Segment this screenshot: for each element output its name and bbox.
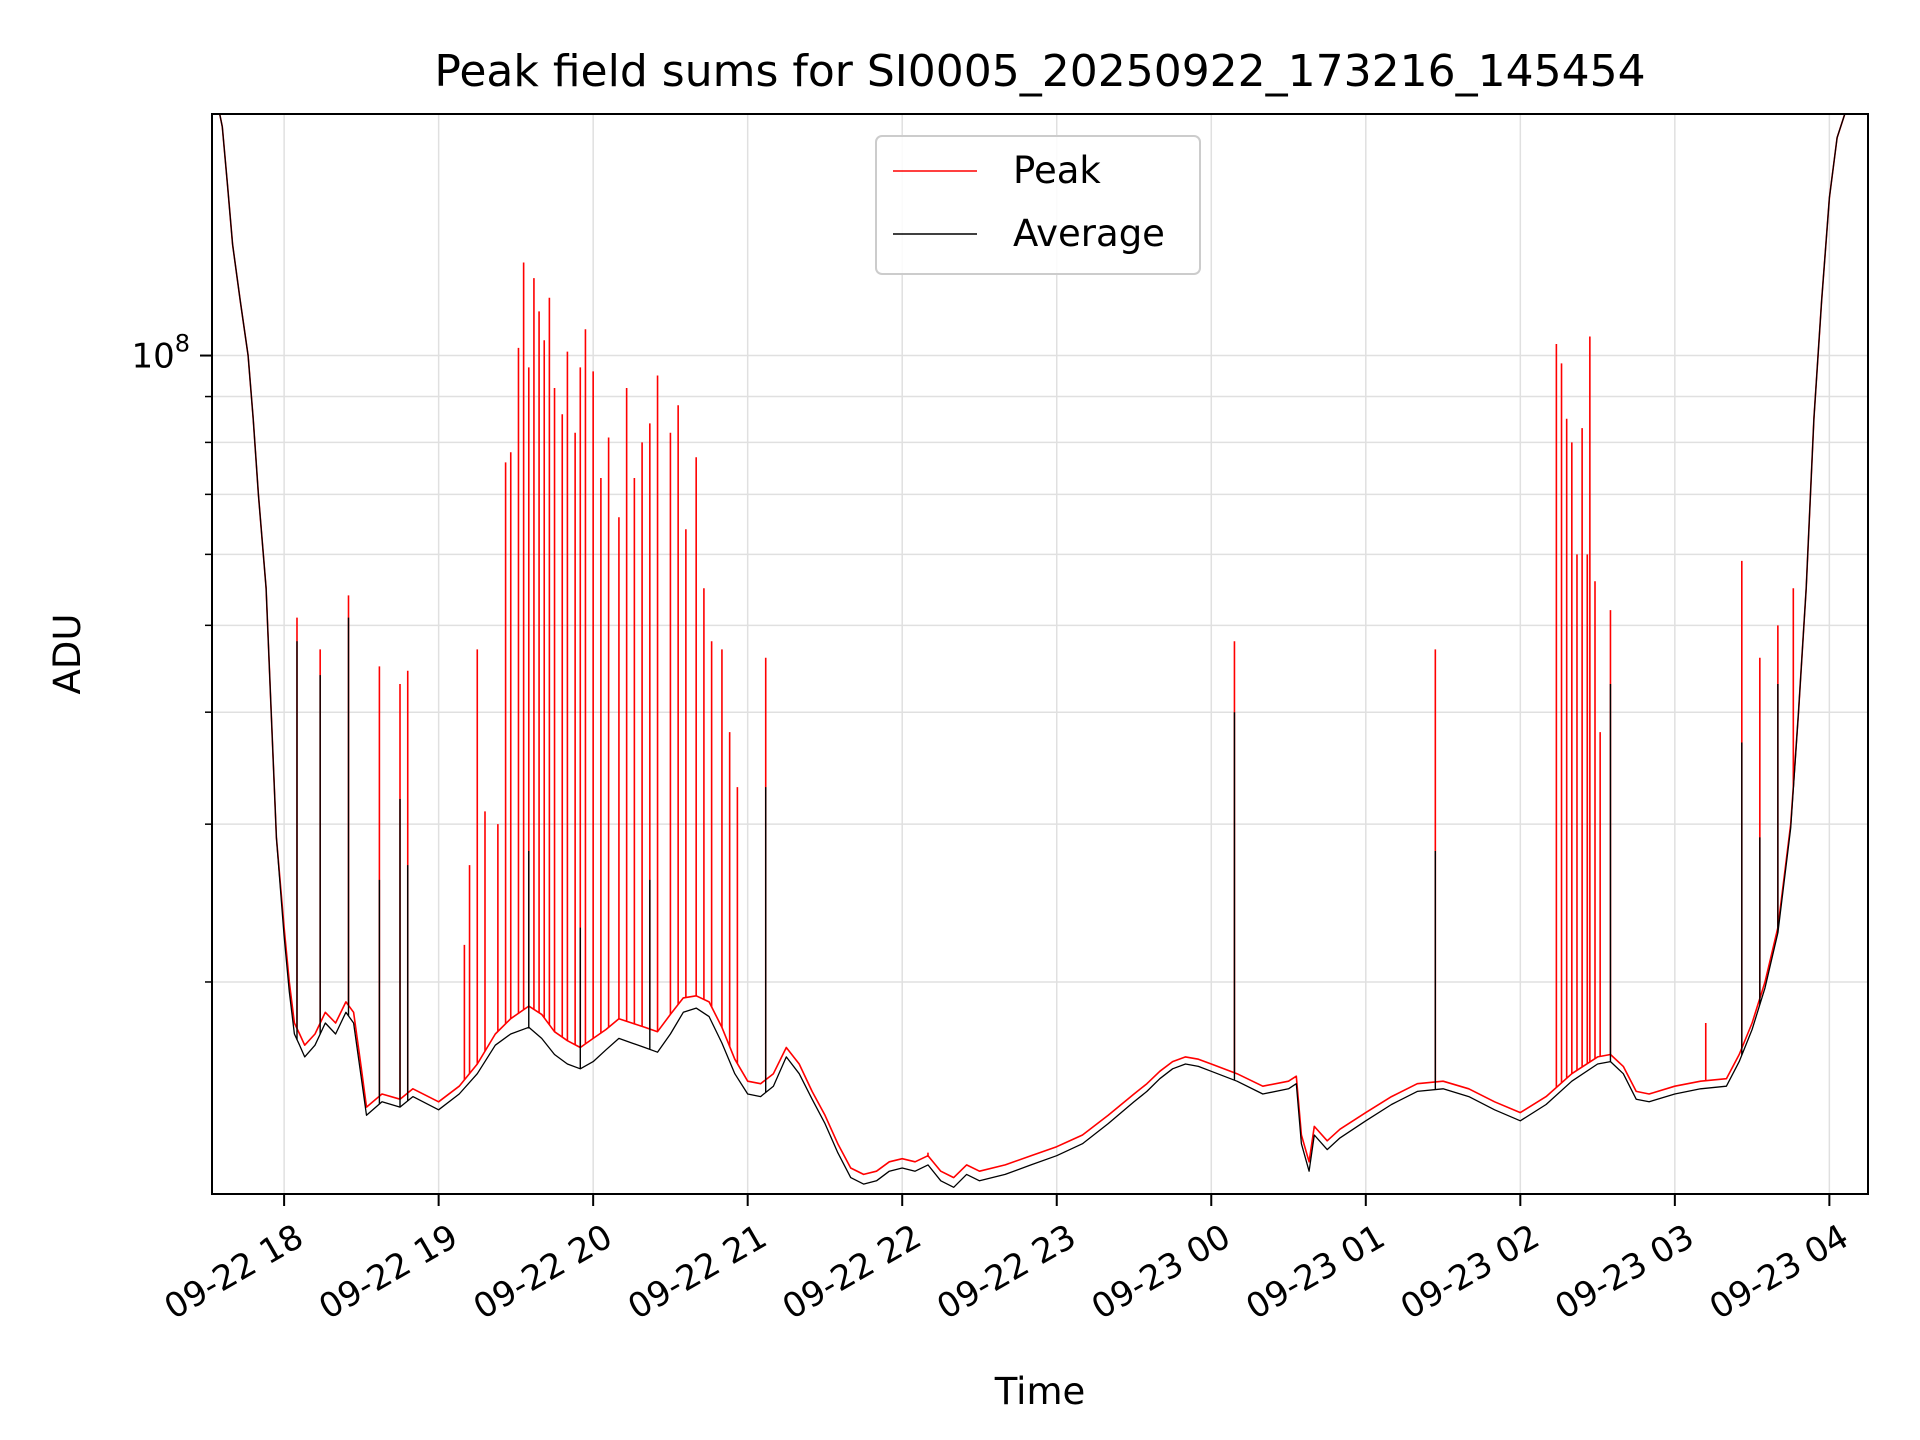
grid	[212, 114, 1868, 1194]
series-peak	[212, 113, 1868, 1179]
legend: Peak Average	[875, 135, 1201, 275]
legend-peak-label: Peak	[1013, 149, 1101, 192]
y-axis-title: ADU	[46, 614, 89, 695]
y-tick-label: 108	[131, 330, 190, 377]
chart-title: Peak field sums for SI0005_20250922_1732…	[434, 46, 1645, 97]
series-average	[212, 113, 1868, 1188]
x-axis-title: Time	[994, 1370, 1086, 1413]
series-line-average	[212, 113, 1868, 1188]
legend-average-label: Average	[1013, 212, 1165, 255]
series-layer	[212, 113, 1868, 1188]
y-ticks: 108	[131, 330, 212, 983]
plot-frame	[211, 113, 1869, 1195]
series-line-peak	[212, 113, 1868, 1179]
